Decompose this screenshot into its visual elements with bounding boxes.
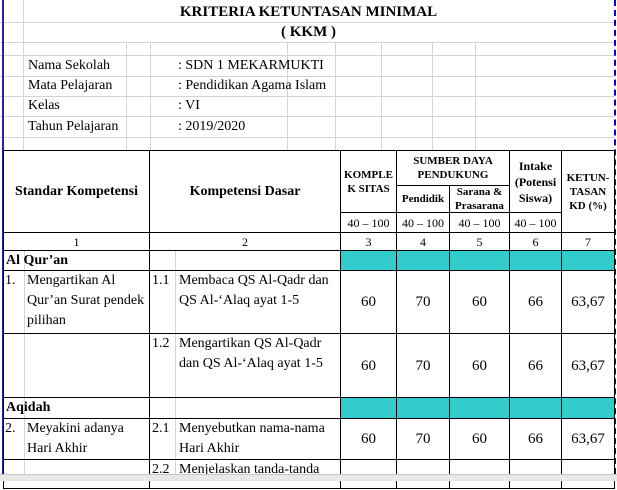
value-cell: 60 (449, 333, 510, 398)
value-cell: 70 (396, 418, 450, 460)
column-number: 5 (449, 232, 510, 251)
subtitle: ( KKM ) (281, 24, 336, 40)
section-fill-cell (449, 250, 510, 271)
value-cell: 70 (396, 270, 450, 334)
header-kompleksitas: KOMPLE K SITAS (340, 150, 397, 213)
value-cell: 60 (340, 333, 397, 398)
info-value: : 2019/2020 (178, 119, 246, 134)
value-cell: 63,67 (561, 333, 615, 398)
section-fill-cell (396, 397, 450, 419)
section-fill-cell (509, 397, 562, 419)
title: KRITERIA KETUNTASAN MINIMAL (179, 4, 438, 20)
range-label: 40 – 100 (340, 212, 397, 233)
info-label: Kelas (28, 98, 60, 113)
column-number: 6 (509, 232, 562, 251)
value-cell: 60 (340, 270, 397, 334)
section-title: Al Qur’an (3, 250, 150, 271)
info-value: : SDN 1 MEKARMUKTI (178, 58, 324, 73)
section-fill-cell (340, 397, 397, 419)
section-blank (149, 397, 341, 419)
column-number: 1 (3, 232, 150, 251)
value-cell: 60 (449, 418, 510, 460)
kd-text: Membaca QS Al-Qadr dan QS Al-‘Alaq ayat … (179, 273, 329, 308)
info-label: Tahun Pelajaran (28, 119, 119, 134)
value-cell: 63,67 (561, 270, 615, 334)
info-value: : VI (178, 98, 200, 113)
value-cell: 60 (340, 418, 397, 460)
value-cell: 63,67 (561, 418, 615, 460)
header-intake: Intake (Potensi Siswa) (509, 150, 562, 213)
section-title: Aqidah (3, 397, 150, 419)
section-fill-cell (561, 250, 615, 271)
value-cell: 66 (509, 270, 562, 334)
value-cell: 66 (509, 333, 562, 398)
section-fill-cell (449, 397, 510, 419)
column-number: 7 (561, 232, 615, 251)
kd-text: Menjelaskan tanda-tanda (179, 462, 320, 477)
header-sarana: Sarana & Prasarana (449, 185, 510, 213)
kd-text: Mengartikan QS Al-Qadr dan QS Al-‘Alaq a… (179, 336, 323, 371)
column-number: 3 (340, 232, 397, 251)
info-label: Mata Pelajaran (28, 78, 113, 93)
column-number: 4 (396, 232, 450, 251)
header-sumber-daya: SUMBER DAYA PENDUKUNG (396, 150, 510, 186)
column-number: 2 (149, 232, 341, 251)
kd-number: 2.1 (152, 421, 170, 436)
sk-text (27, 334, 149, 399)
value-cell: 66 (509, 418, 562, 460)
kd-number: 2.2 (152, 462, 170, 477)
info-label: Nama Sekolah (28, 58, 111, 73)
sk-number: 2. (5, 421, 16, 436)
range-label: 40 – 100 (509, 212, 562, 233)
header-pendidik: Pendidik (396, 185, 450, 213)
value-cell: 60 (449, 270, 510, 334)
kd-text: Menyebutkan nama-nama Hari Akhir (179, 421, 325, 456)
sk-text: Mengartikan Al Qur’an Surat pendek pilih… (27, 273, 145, 328)
info-value: : Pendidikan Agama Islam (178, 78, 327, 93)
section-fill-cell (396, 250, 450, 271)
sk-number: 1. (5, 273, 16, 288)
range-label: 40 – 100 (449, 212, 510, 233)
section-blank (149, 250, 341, 271)
kd-number: 1.2 (152, 336, 170, 351)
header-ketuntasan: KETUN-TASAN KD (%) (561, 150, 615, 233)
value-cell: 70 (396, 333, 450, 398)
range-label: 40 – 100 (396, 212, 450, 233)
header-standar-kompetensi: Standar Kompetensi (3, 150, 150, 233)
sk-text: Meyakini adanya Hari Akhir (27, 421, 124, 456)
section-fill-cell (509, 250, 562, 271)
section-fill-cell (561, 397, 615, 419)
header-kompetensi-dasar: Kompetensi Dasar (149, 150, 341, 233)
page-break-line (614, 0, 616, 474)
kd-number: 1.1 (152, 273, 170, 288)
horizontal-scrollbar[interactable] (0, 474, 617, 481)
section-fill-cell (340, 250, 397, 271)
sk-number (5, 334, 25, 399)
